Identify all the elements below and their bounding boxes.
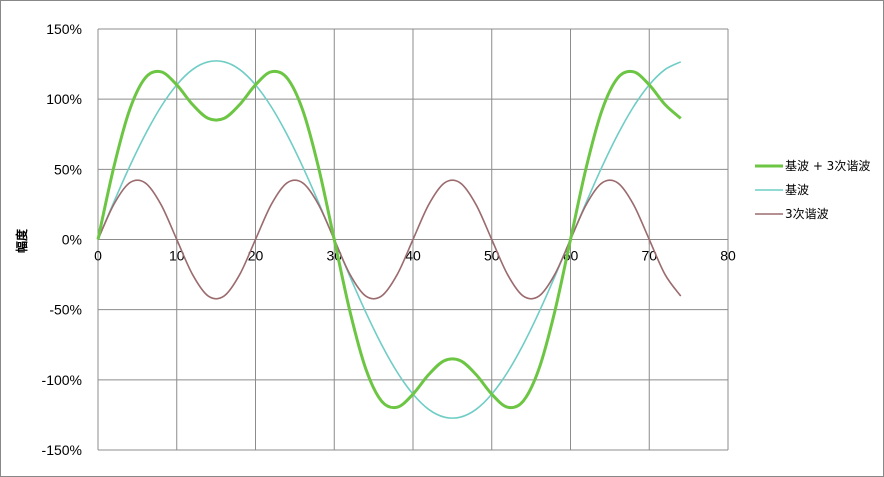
y-tick-label: 0% — [62, 232, 82, 248]
y-tick-label: 50% — [54, 161, 82, 177]
x-tick-label: 10 — [169, 248, 185, 264]
x-tick-label: 50 — [484, 248, 500, 264]
y-tick-label: -50% — [49, 302, 82, 318]
legend-label: 基波 — [785, 183, 809, 197]
x-tick-label: 40 — [405, 248, 421, 264]
series-lines — [96, 60, 682, 419]
series-line-2 — [97, 179, 682, 300]
x-tick-label: 70 — [641, 248, 657, 264]
series-line-0 — [96, 69, 682, 410]
legend-label: 基波 + 3次谐波 — [785, 159, 870, 173]
x-tick-label: 20 — [248, 248, 264, 264]
x-tick-label: 0 — [94, 248, 102, 264]
y-tick-label: -150% — [42, 442, 82, 458]
y-tick-label: 150% — [46, 21, 82, 37]
y-axis-label: 幅度 — [14, 228, 29, 253]
y-tick-label: -100% — [42, 372, 82, 388]
y-tick-label: 100% — [46, 91, 82, 107]
legend-label: 3次谐波 — [785, 207, 829, 221]
x-tick-label: 80 — [720, 248, 736, 264]
